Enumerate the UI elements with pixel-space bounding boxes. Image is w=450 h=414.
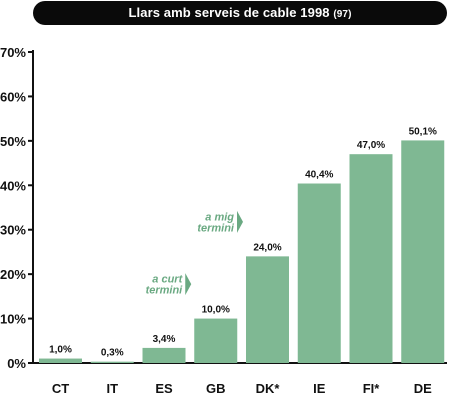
y-tick-label: 40%	[0, 178, 26, 193]
data-label: 47,0%	[357, 140, 385, 151]
annotation-arrow-icon	[185, 273, 192, 296]
category-label: GB	[206, 381, 226, 396]
category-label: DK*	[256, 381, 281, 396]
data-label: 10,0%	[202, 305, 230, 316]
chart-title-note: (97)	[333, 9, 352, 20]
y-tick-label: 70%	[0, 45, 26, 60]
y-tick-label: 50%	[0, 134, 26, 149]
chart-title: Llars amb serveis de cable 1998	[128, 5, 330, 20]
category-label: ES	[155, 381, 173, 396]
annotation-label: a curt	[152, 274, 183, 286]
y-tick-label: 0%	[7, 356, 26, 371]
category-label: DE	[414, 381, 432, 396]
category-label: FI*	[363, 381, 381, 396]
annotation-label: termini	[146, 285, 184, 297]
y-tick-label: 60%	[0, 89, 26, 104]
annotation-label: termini	[197, 222, 235, 234]
bar	[297, 183, 341, 363]
data-label: 1,0%	[49, 345, 72, 356]
bar	[142, 347, 186, 363]
category-label: CT	[52, 381, 69, 396]
data-label: 0,3%	[101, 348, 124, 359]
y-tick-label: 30%	[0, 223, 26, 238]
y-axis: 0% 10% 20% 30% 40% 50% 60% 70%	[0, 45, 447, 371]
bar	[349, 154, 393, 363]
category-label: IE	[313, 381, 326, 396]
y-tick-label: 20%	[0, 267, 26, 282]
x-axis-categories: CT IT ES GB DK* IE FI* DE	[52, 381, 432, 396]
chart-title-bar: Llars amb serveis de cable 1998 (97)	[33, 1, 447, 25]
bar	[401, 140, 445, 363]
annotation-label: a mig	[205, 211, 234, 223]
category-label: IT	[106, 381, 118, 396]
y-tick-label: 10%	[0, 312, 26, 327]
data-label: 24,0%	[253, 242, 281, 253]
bars	[39, 140, 445, 363]
bar	[39, 358, 82, 363]
bar	[90, 361, 134, 363]
data-label: 50,1%	[409, 126, 437, 137]
bar	[246, 256, 289, 363]
annotation-arrow-icon	[237, 210, 243, 233]
data-label: 3,4%	[153, 334, 176, 345]
bar	[194, 318, 238, 363]
data-label: 40,4%	[305, 170, 333, 181]
data-labels: 1,0% 0,3% 3,4% 10,0% 24,0% 40,4% 47,0% 50,1%	[49, 126, 437, 358]
